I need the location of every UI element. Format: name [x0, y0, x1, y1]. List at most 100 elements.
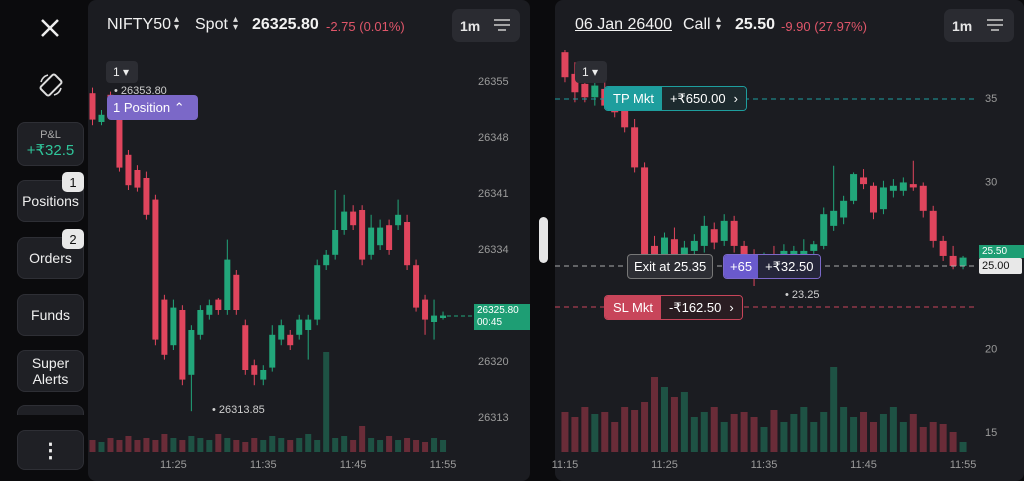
volume-bar: [760, 427, 768, 452]
lots-dropdown[interactable]: 1 ▾: [106, 61, 138, 83]
candle-body: [621, 110, 629, 128]
volume-bar: [810, 422, 818, 452]
y-tick-label: 26320: [478, 356, 509, 368]
candle-body: [840, 200, 848, 218]
price: 25.50: [735, 16, 776, 33]
positions-badge: 1: [62, 172, 84, 192]
split-handle[interactable]: [539, 217, 548, 263]
candle-body: [233, 274, 240, 310]
sl-badge[interactable]: SL Mkt -₹162.50 ›: [604, 295, 743, 320]
volume-bar: [860, 412, 868, 452]
candle-body: [296, 319, 303, 335]
candle-body: [800, 250, 808, 256]
volume-bar: [939, 424, 947, 452]
candle-body: [591, 85, 599, 98]
candle-body: [251, 365, 258, 375]
symbol[interactable]: 06 Jan 26400: [575, 16, 672, 33]
more-button[interactable]: ⋮: [17, 430, 84, 470]
volume-bar: [840, 407, 848, 452]
volume-bar: [170, 438, 177, 452]
volume-bar: [125, 436, 132, 452]
candle-body: [820, 214, 828, 246]
position-badge[interactable]: 1 Position ⌃: [107, 95, 198, 120]
volume-bar: [909, 414, 917, 452]
y-tick-label: 26355: [478, 76, 509, 88]
rotate-icon[interactable]: [38, 72, 64, 98]
volume-bar: [206, 440, 213, 452]
super-alerts-button[interactable]: Super Alerts: [17, 350, 84, 392]
candle-body: [899, 182, 907, 191]
volume-bar: [323, 352, 330, 452]
candle-body: [641, 167, 649, 263]
pnl-label: P&L: [40, 129, 61, 141]
candle-body: [959, 257, 967, 266]
volume-bar: [197, 438, 204, 452]
sort-icon[interactable]: ▴ ▾: [233, 14, 239, 33]
left-panel: [88, 0, 530, 481]
close-icon[interactable]: [38, 16, 62, 40]
low-label: 23.25: [791, 289, 820, 301]
candle-body: [869, 185, 877, 213]
mode[interactable]: Call: [683, 16, 711, 33]
y-tick-label: 26348: [478, 132, 509, 144]
candle-body: [939, 240, 947, 256]
positions-button[interactable]: Positions: [17, 180, 84, 222]
candle-body: [850, 174, 858, 201]
funds-button[interactable]: Funds: [17, 294, 84, 336]
filter-icon[interactable]: [492, 17, 512, 33]
y-tick-label: 26334: [478, 244, 509, 256]
y-tick-label: 26341: [478, 188, 509, 200]
volume-bar: [359, 426, 366, 452]
volume-bar: [242, 442, 249, 452]
volume-bar: [143, 438, 150, 452]
candle-body: [889, 185, 897, 191]
volume-bar: [305, 434, 312, 452]
volume-bar: [959, 442, 967, 452]
volume-bar: [431, 438, 438, 452]
volume-bar: [179, 440, 186, 452]
volume-bar: [395, 440, 402, 452]
volume-bar: [134, 440, 141, 452]
volume-bar: [611, 422, 619, 452]
volume-bar: [188, 436, 195, 452]
ltp-tag: 25.50: [979, 245, 1024, 258]
exit-pnl-badge[interactable]: +65 +₹32.50: [723, 254, 822, 279]
price-tag: 26325.80 00:45: [474, 304, 530, 330]
volume-bar: [879, 414, 887, 452]
volume-bar: [107, 438, 114, 452]
volume-bar: [341, 436, 348, 452]
interval[interactable]: 1m: [952, 18, 973, 34]
candle-body: [690, 240, 698, 251]
candle-body: [224, 259, 231, 310]
lots-dropdown[interactable]: 1 ▾: [575, 61, 607, 83]
y-tick-label: 26313: [478, 412, 509, 424]
mode[interactable]: Spot: [195, 16, 228, 33]
candle-body: [89, 93, 96, 120]
volume-bar: [601, 412, 609, 452]
interval[interactable]: 1m: [460, 18, 481, 34]
x-tick-label: 11:25: [160, 459, 187, 471]
volume-bar: [350, 440, 357, 452]
sort-icon[interactable]: ▴ ▾: [716, 14, 722, 33]
tp-badge[interactable]: TP Mkt +₹650.00 ›: [604, 86, 747, 111]
candle-body: [152, 199, 159, 340]
candle-body: [561, 52, 569, 78]
candle-body: [242, 325, 249, 370]
volume-bar: [368, 438, 375, 452]
filter-icon[interactable]: [985, 17, 1005, 33]
candle-body: [332, 230, 339, 255]
candle-body: [134, 170, 141, 188]
candle-body: [830, 210, 838, 226]
candle-body: [377, 227, 384, 246]
volume-bar: [710, 407, 718, 452]
symbol[interactable]: NIFTY50: [107, 16, 172, 33]
candle-body: [98, 114, 105, 122]
volume-bar: [869, 422, 877, 452]
volume-bar: [332, 438, 339, 452]
sort-icon[interactable]: ▴ ▾: [174, 14, 180, 33]
price-tag-price: 26325.80: [477, 305, 519, 316]
volume-bar: [269, 436, 276, 452]
volume-bar: [161, 434, 168, 452]
candle-body: [581, 83, 589, 98]
exit-badge[interactable]: Exit at 25.35: [627, 254, 714, 279]
